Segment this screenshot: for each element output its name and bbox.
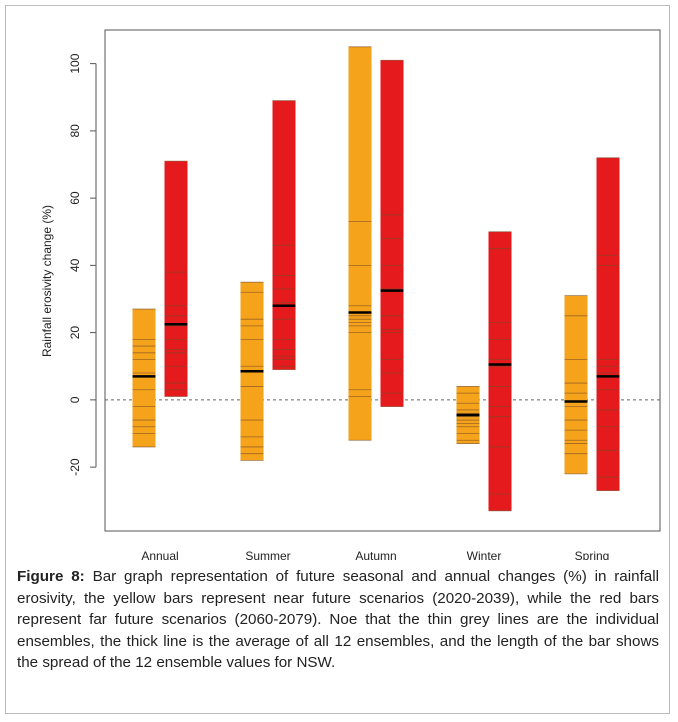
- y-axis-label: Rainfall erosivity change (%): [40, 205, 54, 357]
- x-tick-label: Summer: [245, 549, 290, 560]
- y-tick-label: 100: [68, 53, 82, 73]
- y-tick-label: -20: [68, 458, 82, 476]
- y-tick-label: 0: [68, 396, 82, 403]
- y-tick-label: 40: [68, 258, 82, 272]
- range-bar: [380, 60, 404, 407]
- caption-label: Figure 8:: [17, 568, 85, 585]
- y-tick-label: 80: [68, 124, 82, 138]
- x-tick-label: Annual: [141, 549, 178, 560]
- range-bar: [132, 309, 156, 447]
- caption-text: Bar graph representation of future seaso…: [17, 568, 659, 672]
- range-bar: [348, 46, 372, 441]
- range-bar: [272, 100, 296, 370]
- caption: Figure 8: Bar graph representation of fu…: [17, 566, 659, 674]
- figure-frame: [5, 5, 670, 714]
- range-bar: [488, 231, 512, 511]
- x-tick-label: Winter: [467, 549, 502, 560]
- y-tick-label: 20: [68, 326, 82, 340]
- plot-frame: [104, 29, 661, 532]
- y-tick-label: 60: [68, 191, 82, 205]
- range-bar: [164, 161, 188, 397]
- range-bar: [564, 295, 588, 474]
- chart: Rainfall erosivity change (%) -20 0 20 40 60…: [40, 29, 661, 560]
- x-tick-label: Spring: [575, 549, 610, 560]
- range-bar: [596, 157, 620, 491]
- x-tick-label: Autumn: [355, 549, 396, 560]
